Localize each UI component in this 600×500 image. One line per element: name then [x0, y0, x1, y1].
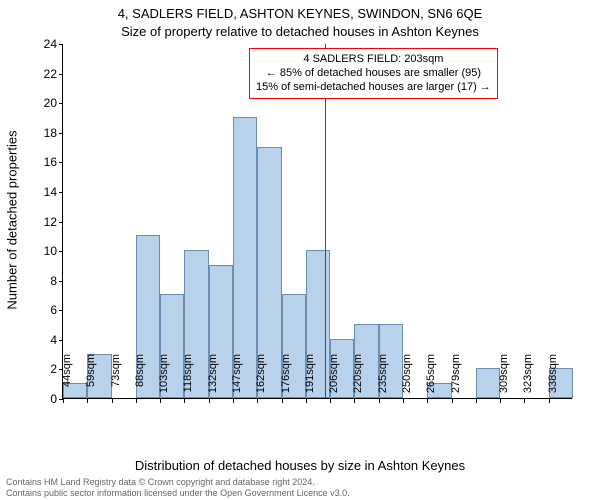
- x-tick-label: 132sqm: [207, 354, 219, 404]
- y-tick-mark: [59, 192, 63, 193]
- histogram-bar: [476, 368, 500, 398]
- y-tick-mark: [59, 44, 63, 45]
- y-tick-label: 6: [29, 303, 63, 317]
- x-tick-label: 323sqm: [522, 354, 534, 404]
- annotation-box: 4 SADLERS FIELD: 203sqm ← 85% of detache…: [249, 48, 498, 99]
- y-tick-label: 18: [29, 126, 63, 140]
- y-tick-label: 10: [29, 244, 63, 258]
- x-tick-label: 235sqm: [377, 354, 389, 404]
- y-tick-mark: [59, 281, 63, 282]
- x-tick-label: 176sqm: [280, 354, 292, 404]
- y-tick-label: 14: [29, 185, 63, 199]
- x-tick-label: 206sqm: [328, 354, 340, 404]
- x-tick-label: 191sqm: [304, 354, 316, 404]
- y-tick-label: 12: [29, 215, 63, 229]
- x-tick-label: 162sqm: [255, 354, 267, 404]
- y-tick-mark: [59, 162, 63, 163]
- x-tick-label: 250sqm: [401, 354, 413, 404]
- chart-title: 4, SADLERS FIELD, ASHTON KEYNES, SWINDON…: [0, 6, 600, 21]
- annotation-line1: 4 SADLERS FIELD: 203sqm: [256, 53, 491, 67]
- y-tick-label: 2: [29, 362, 63, 376]
- x-tick-mark: [476, 399, 477, 403]
- y-tick-mark: [59, 133, 63, 134]
- y-tick-label: 8: [29, 274, 63, 288]
- y-tick-mark: [59, 340, 63, 341]
- y-tick-mark: [59, 251, 63, 252]
- annotation-line2: ← 85% of detached houses are smaller (95…: [256, 67, 491, 81]
- y-tick-mark: [59, 310, 63, 311]
- x-tick-label: 88sqm: [134, 354, 146, 404]
- footer-line2: Contains public sector information licen…: [6, 488, 350, 498]
- x-tick-label: 147sqm: [231, 354, 243, 404]
- x-tick-label: 73sqm: [110, 354, 122, 404]
- x-tick-label: 279sqm: [450, 354, 462, 404]
- x-tick-label: 44sqm: [61, 354, 73, 404]
- footer-line1: Contains HM Land Registry data © Crown c…: [6, 477, 350, 487]
- y-tick-label: 22: [29, 67, 63, 81]
- y-tick-label: 0: [29, 392, 63, 406]
- footer-attribution: Contains HM Land Registry data © Crown c…: [6, 477, 350, 498]
- chart-subtitle: Size of property relative to detached ho…: [0, 24, 600, 39]
- y-tick-mark: [59, 222, 63, 223]
- y-tick-label: 20: [29, 96, 63, 110]
- y-tick-label: 24: [29, 37, 63, 51]
- x-tick-label: 338sqm: [547, 354, 559, 404]
- x-tick-label: 309sqm: [498, 354, 510, 404]
- y-tick-mark: [59, 74, 63, 75]
- y-tick-label: 16: [29, 155, 63, 169]
- y-tick-label: 4: [29, 333, 63, 347]
- plot-area: 024681012141618202224 44sqm59sqm73sqm88s…: [62, 44, 572, 399]
- x-tick-label: 220sqm: [352, 354, 364, 404]
- y-tick-mark: [59, 103, 63, 104]
- x-tick-label: 59sqm: [85, 354, 97, 404]
- annotation-line3: 15% of semi-detached houses are larger (…: [256, 81, 491, 95]
- x-axis-label: Distribution of detached houses by size …: [0, 458, 600, 473]
- chart-container: 4, SADLERS FIELD, ASHTON KEYNES, SWINDON…: [0, 0, 600, 500]
- x-tick-label: 103sqm: [158, 354, 170, 404]
- y-axis-label: Number of detached properties: [5, 130, 20, 309]
- x-tick-label: 118sqm: [182, 354, 194, 404]
- x-tick-label: 265sqm: [425, 354, 437, 404]
